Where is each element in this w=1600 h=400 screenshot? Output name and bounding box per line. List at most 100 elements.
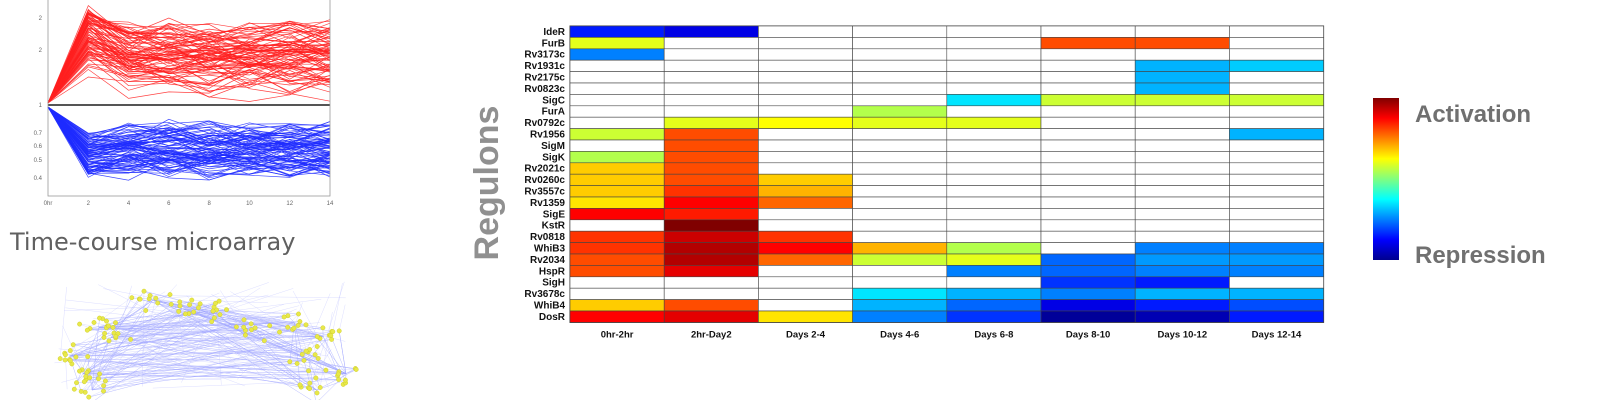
- upregulated-gene-line: [47, 76, 331, 104]
- row-label: SigK: [542, 152, 566, 163]
- network-node: [211, 315, 217, 321]
- heatmap-cell: [1040, 48, 1136, 61]
- network-edge: [88, 337, 112, 371]
- network-node: [267, 323, 273, 328]
- network-node: [102, 330, 108, 336]
- heatmap-cell: [852, 128, 948, 141]
- microarray-caption: Time-course microarray: [10, 228, 296, 256]
- heatmap-cell: [663, 219, 759, 232]
- network-edge: [65, 354, 264, 364]
- network-node: [307, 386, 312, 391]
- heatmap-cell: [1229, 253, 1324, 266]
- network-edge: [171, 304, 347, 374]
- network-node: [335, 371, 341, 377]
- heatmap-cell: [1040, 173, 1136, 186]
- heatmap-cell: [1040, 139, 1136, 152]
- heatmap-cell: [852, 196, 948, 209]
- heatmap-cell: [1134, 162, 1230, 175]
- upregulated-gene-line: [47, 19, 331, 104]
- network-node: [277, 329, 282, 335]
- row-label: SigH: [542, 278, 565, 289]
- heatmap-cell: [569, 151, 665, 164]
- network-node: [328, 333, 334, 338]
- network-edge: [128, 351, 309, 382]
- network-edge: [83, 373, 339, 380]
- row-label: Rv2021c: [524, 164, 565, 175]
- heatmap-cell: [946, 253, 1042, 266]
- heatmap-cell: [569, 208, 665, 221]
- network-node: [241, 324, 247, 330]
- upregulated-gene-line: [47, 65, 331, 104]
- heatmap-cell: [758, 276, 853, 289]
- heatmap-cell: [1229, 151, 1324, 164]
- heatmap-cell: [663, 276, 759, 289]
- row-label: Rv0823c: [524, 84, 565, 95]
- heatmap-cell: [1229, 242, 1324, 255]
- heatmap-cell: [663, 25, 759, 38]
- heatmap-cell: [1229, 82, 1324, 95]
- heatmap-cell: [663, 59, 759, 72]
- heatmap-cell: [663, 196, 759, 209]
- network-node: [297, 382, 303, 388]
- heatmap-cell: [946, 162, 1042, 175]
- network-node: [67, 348, 73, 353]
- x-tick-label: 0hr: [44, 201, 53, 207]
- network-edge: [82, 313, 299, 375]
- heatmap-cell: [758, 71, 853, 84]
- row-label: Rv0792c: [524, 118, 565, 129]
- heatmap-cell: [1229, 208, 1324, 221]
- heatmap-cell: [663, 185, 759, 198]
- network-edge: [213, 306, 346, 342]
- row-label: Rv1956: [530, 129, 565, 140]
- heatmap-cell: [1229, 219, 1324, 232]
- heatmap-cell: [663, 162, 759, 175]
- heatmap-cell: [946, 208, 1042, 221]
- heatmap-cell: [946, 276, 1042, 289]
- network-node: [106, 338, 112, 344]
- network-node: [285, 324, 291, 330]
- network-edge: [82, 304, 285, 370]
- network-node: [209, 319, 215, 324]
- heatmap-cell: [1040, 128, 1136, 141]
- heatmap-cell: [569, 37, 665, 50]
- heatmap-cell: [946, 25, 1042, 38]
- heatmap-cell: [1229, 128, 1324, 141]
- heatmap-cell: [852, 287, 948, 300]
- row-label: Rv1931c: [524, 61, 565, 72]
- heatmap-cell: [758, 94, 853, 107]
- network-edge: [99, 317, 321, 370]
- heatmap-cell: [1040, 151, 1136, 164]
- heatmap-cell: [946, 139, 1042, 152]
- column-label: Days 10-12: [1157, 329, 1207, 340]
- network-edge: [65, 307, 252, 330]
- network-node: [312, 352, 318, 358]
- heatmap-cell: [663, 208, 759, 221]
- network-node: [87, 375, 93, 381]
- network-edge: [65, 314, 199, 361]
- network-edge: [332, 283, 343, 332]
- heatmap-cell: [852, 25, 948, 38]
- heatmap-cell: [852, 82, 948, 95]
- upregulated-gene-line: [47, 37, 331, 104]
- network-edge: [70, 288, 294, 361]
- heatmap-cell: [946, 37, 1042, 50]
- row-label: IdeR: [543, 27, 565, 38]
- heatmap-cell: [946, 116, 1042, 129]
- heatmap-cell: [663, 287, 759, 300]
- network-edge: [64, 305, 181, 311]
- row-label: Rv3557c: [524, 186, 565, 197]
- heatmap-cell: [1040, 208, 1136, 221]
- heatmap-cell: [1134, 48, 1230, 61]
- upregulated-gene-line: [47, 48, 331, 104]
- network-edge: [82, 327, 107, 374]
- heatmap-cell: [758, 82, 853, 95]
- heatmap-cell: [946, 219, 1042, 232]
- network-edge: [111, 325, 299, 338]
- downregulated-gene-line: [47, 106, 331, 146]
- y-tick-label: 2: [39, 48, 43, 54]
- heatmap-cell: [1040, 242, 1136, 255]
- heatmap-cell: [758, 242, 853, 255]
- network-edge: [73, 344, 94, 390]
- heatmap-cell: [1134, 151, 1230, 164]
- row-label: FurA: [542, 107, 565, 118]
